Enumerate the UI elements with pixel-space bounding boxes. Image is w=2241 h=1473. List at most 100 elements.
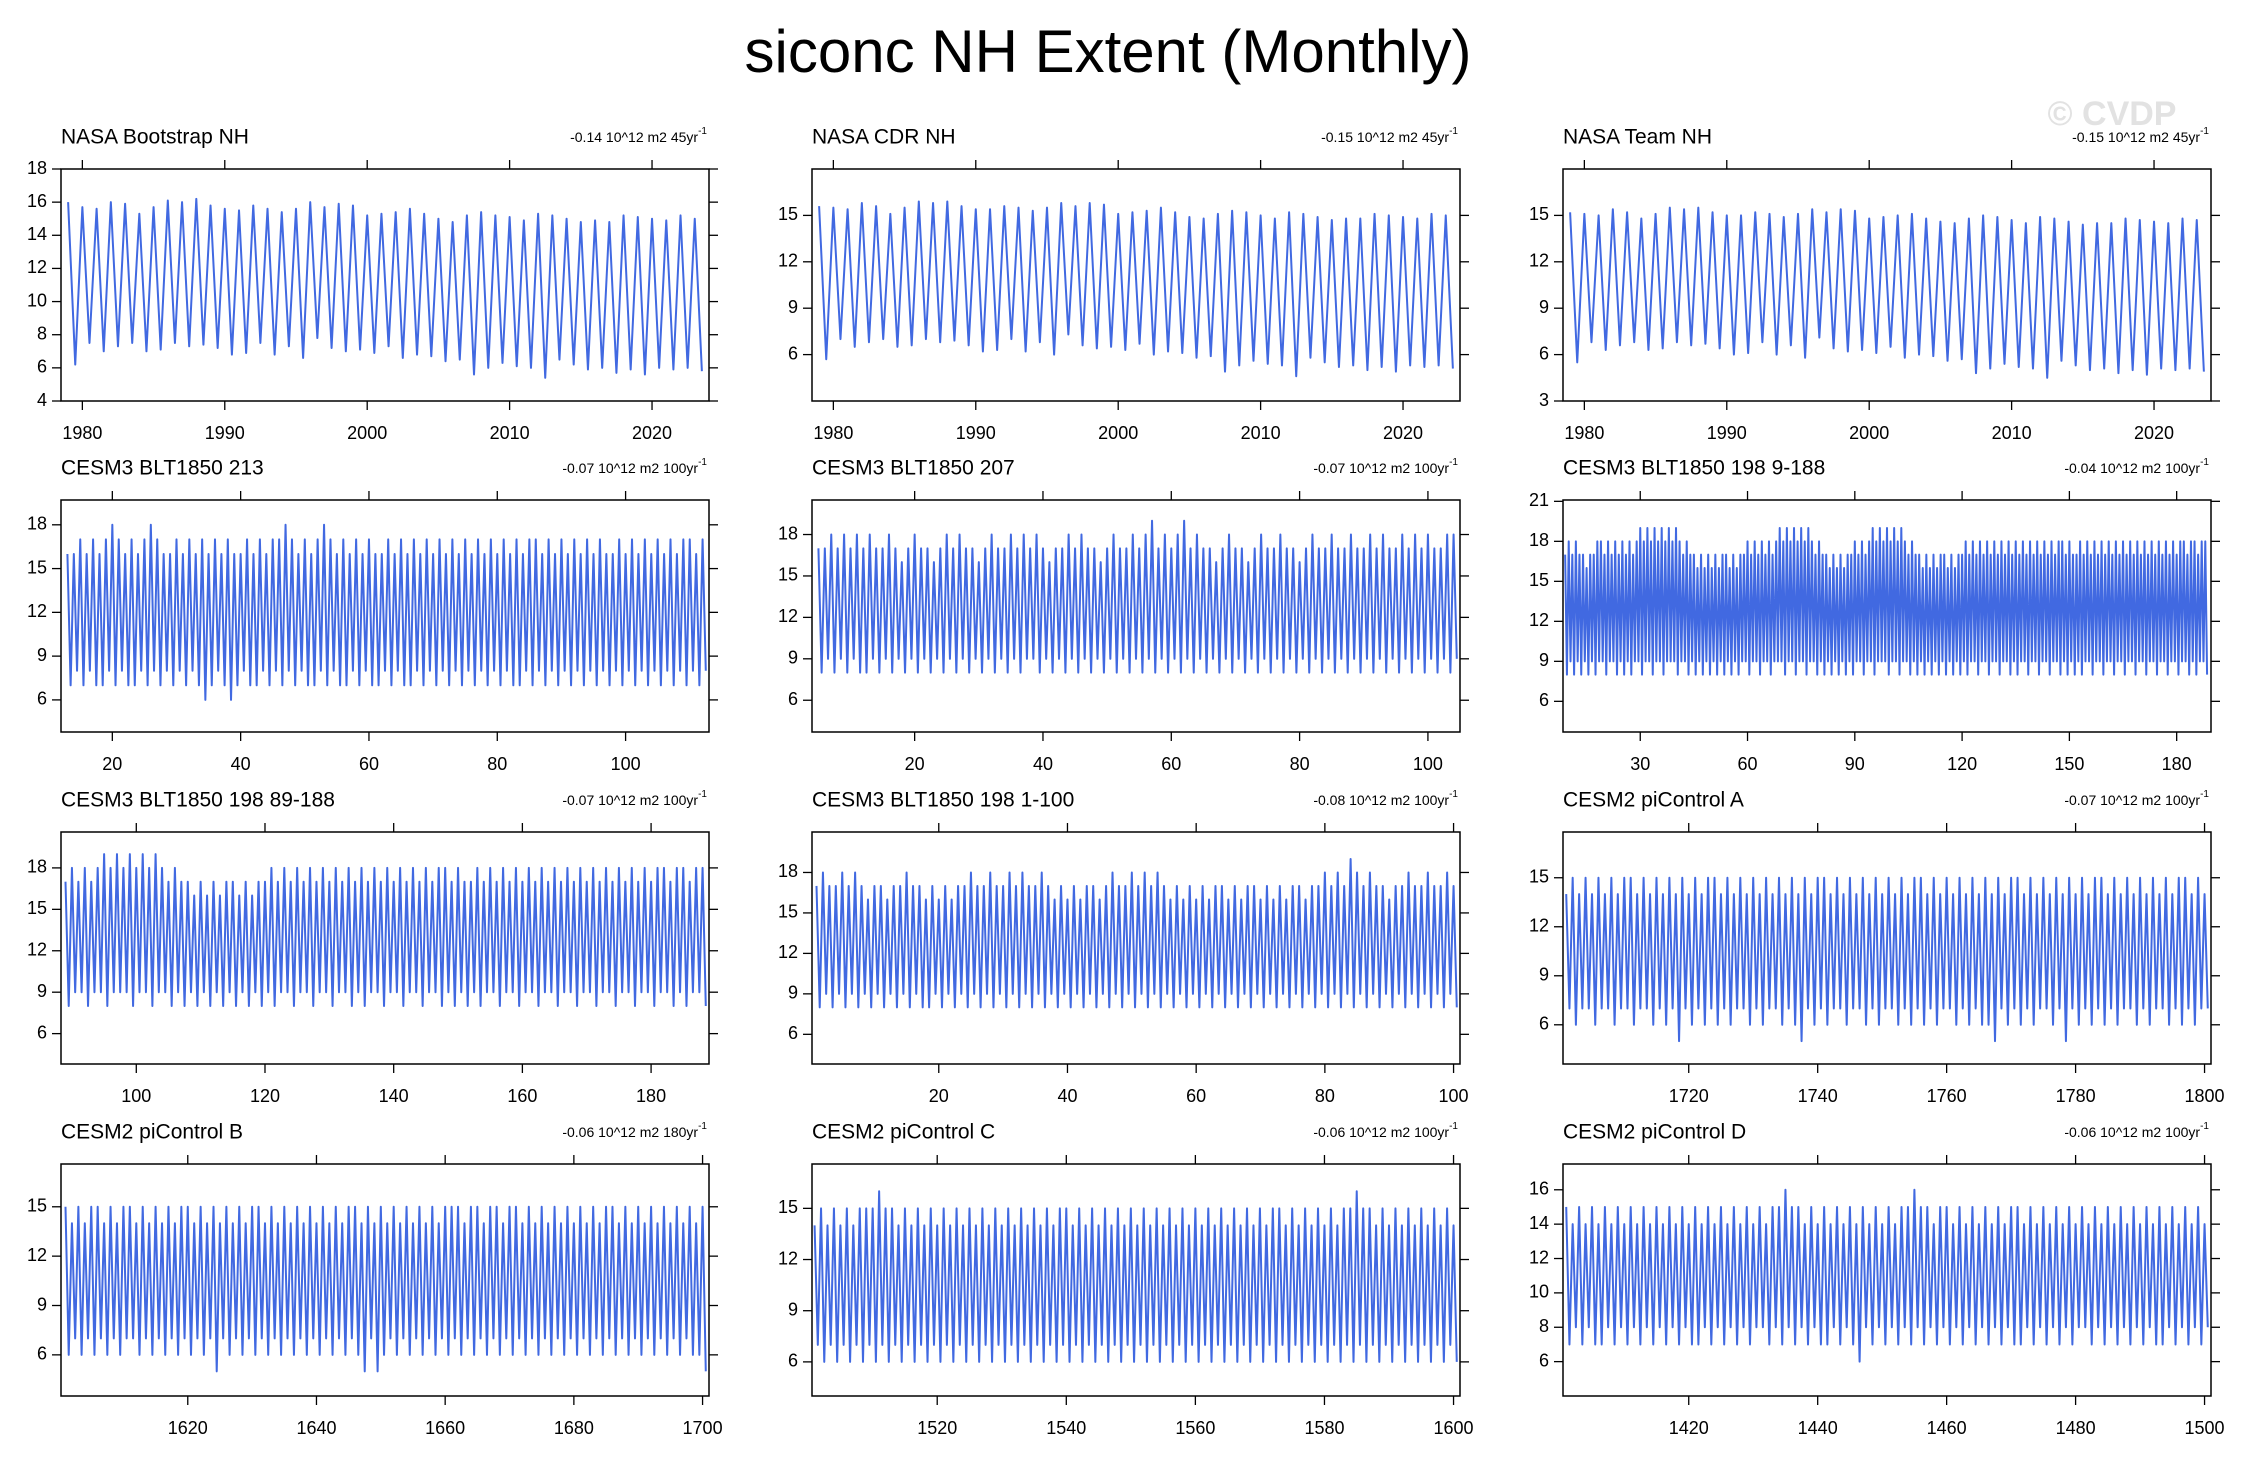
trend-text: -0.07 10^12 m2 100yr [2064, 792, 2200, 808]
trend-text: -0.07 10^12 m2 100yr [562, 792, 698, 808]
panel-title: CESM2 piControl C [812, 1121, 995, 1144]
y-tick-label: 15 [778, 565, 798, 585]
plot-frame [811, 168, 1461, 402]
x-tick-label: 1980 [1564, 423, 1604, 443]
y-tick-label: 18 [778, 523, 798, 543]
x-tick-label: 1540 [1046, 1418, 1086, 1438]
plot-frame [60, 499, 710, 733]
x-tick-label: 1990 [1707, 423, 1747, 443]
x-tick-label: 60 [1738, 754, 1758, 774]
y-tick-label: 6 [37, 1022, 47, 1042]
x-tick-label: 1780 [2056, 1086, 2096, 1106]
trend-exponent: -1 [698, 126, 707, 137]
y-tick-label: 15 [27, 1196, 47, 1216]
x-tick-label: 1980 [813, 423, 853, 443]
x-tick-label: 1800 [2185, 1086, 2225, 1106]
y-tick-label: 10 [1529, 1282, 1549, 1302]
trend-exponent: -1 [2200, 126, 2209, 137]
x-tick-label: 150 [2054, 754, 2084, 774]
x-tick-label: 1580 [1304, 1418, 1344, 1438]
x-tick-label: 2020 [1383, 423, 1423, 443]
data-line [64, 853, 707, 1007]
y-tick-label: 15 [1529, 204, 1549, 224]
trend-label: -0.15 10^12 m2 45yr-1 [2072, 126, 2209, 145]
x-tick-label: 90 [1845, 754, 1865, 774]
y-tick-label: 9 [788, 297, 798, 317]
trend-exponent: -1 [698, 457, 707, 468]
x-tick-label: 1990 [205, 423, 245, 443]
y-tick-label: 16 [1529, 1179, 1549, 1199]
y-tick-label: 9 [788, 983, 798, 1003]
trend-exponent: -1 [1449, 457, 1458, 468]
plot-frame [60, 168, 710, 402]
panel-title: NASA CDR NH [812, 126, 956, 149]
panel-title: CESM3 BLT1850 198 89-188 [61, 789, 335, 812]
x-tick-label: 1660 [425, 1418, 465, 1438]
x-tick-label: 2010 [1992, 423, 2032, 443]
y-tick-label: 9 [788, 648, 798, 668]
trend-text: -0.07 10^12 m2 100yr [562, 460, 698, 476]
trend-exponent: -1 [2200, 1121, 2209, 1132]
x-tick-label: 40 [1057, 1086, 1077, 1106]
data-line [1564, 527, 2209, 676]
trend-text: -0.04 10^12 m2 100yr [2064, 460, 2200, 476]
plot-frame [1562, 168, 2212, 402]
x-tick-label: 1440 [1798, 1418, 1838, 1438]
x-tick-label: 60 [1186, 1086, 1206, 1106]
trend-exponent: -1 [1449, 1121, 1458, 1132]
panel-title: CESM2 piControl B [61, 1121, 243, 1144]
x-tick-label: 140 [379, 1086, 409, 1106]
plot-frame [811, 499, 1461, 733]
y-tick-label: 8 [1539, 1316, 1549, 1336]
data-line [66, 523, 707, 701]
y-tick-label: 6 [1539, 343, 1549, 363]
plot-frame [1562, 499, 2212, 733]
x-tick-label: 30 [1630, 754, 1650, 774]
y-tick-label: 9 [788, 1299, 798, 1319]
y-tick-label: 15 [1529, 570, 1549, 590]
plot-frame [811, 831, 1461, 1065]
x-tick-label: 2000 [347, 423, 387, 443]
x-tick-label: 100 [121, 1086, 151, 1106]
x-tick-label: 160 [507, 1086, 537, 1106]
x-tick-label: 1420 [1669, 1418, 1709, 1438]
y-tick-label: 9 [1539, 965, 1549, 985]
data-line [67, 197, 703, 379]
x-tick-label: 1480 [2056, 1418, 2096, 1438]
data-line [813, 1190, 1458, 1363]
x-tick-label: 120 [250, 1086, 280, 1106]
y-tick-label: 9 [37, 645, 47, 665]
x-tick-label: 1640 [296, 1418, 336, 1438]
trend-label: -0.04 10^12 m2 100yr-1 [2064, 457, 2209, 476]
trend-label: -0.06 10^12 m2 100yr-1 [1313, 1121, 1458, 1140]
x-tick-label: 80 [1290, 754, 1310, 774]
x-tick-label: 100 [611, 754, 641, 774]
x-tick-label: 1700 [683, 1418, 723, 1438]
trend-text: -0.06 10^12 m2 100yr [2064, 1124, 2200, 1140]
trend-label: -0.15 10^12 m2 45yr-1 [1321, 126, 1458, 145]
trend-text: -0.06 10^12 m2 100yr [1313, 1124, 1449, 1140]
trend-label: -0.07 10^12 m2 100yr-1 [562, 789, 707, 808]
data-line [818, 200, 1454, 378]
x-tick-label: 2010 [1241, 423, 1281, 443]
y-tick-label: 6 [37, 357, 47, 377]
x-tick-label: 2000 [1098, 423, 1138, 443]
plot-frame [811, 1163, 1461, 1397]
y-tick-label: 8 [37, 323, 47, 343]
y-tick-label: 15 [778, 902, 798, 922]
y-tick-label: 21 [1529, 490, 1549, 510]
panel-title: CESM3 BLT1850 213 [61, 457, 264, 480]
y-tick-label: 6 [788, 689, 798, 709]
x-tick-label: 2010 [490, 423, 530, 443]
x-tick-label: 40 [1033, 754, 1053, 774]
watermark: © CVDP [2048, 95, 2177, 133]
trend-label: -0.06 10^12 m2 180yr-1 [562, 1121, 707, 1140]
trend-text: -0.07 10^12 m2 100yr [1313, 460, 1449, 476]
y-tick-label: 15 [27, 898, 47, 918]
trend-exponent: -1 [2200, 457, 2209, 468]
x-tick-label: 1460 [1927, 1418, 1967, 1438]
y-tick-label: 14 [1529, 1213, 1549, 1233]
x-tick-label: 1740 [1798, 1086, 1838, 1106]
trend-label: -0.08 10^12 m2 100yr-1 [1313, 789, 1458, 808]
